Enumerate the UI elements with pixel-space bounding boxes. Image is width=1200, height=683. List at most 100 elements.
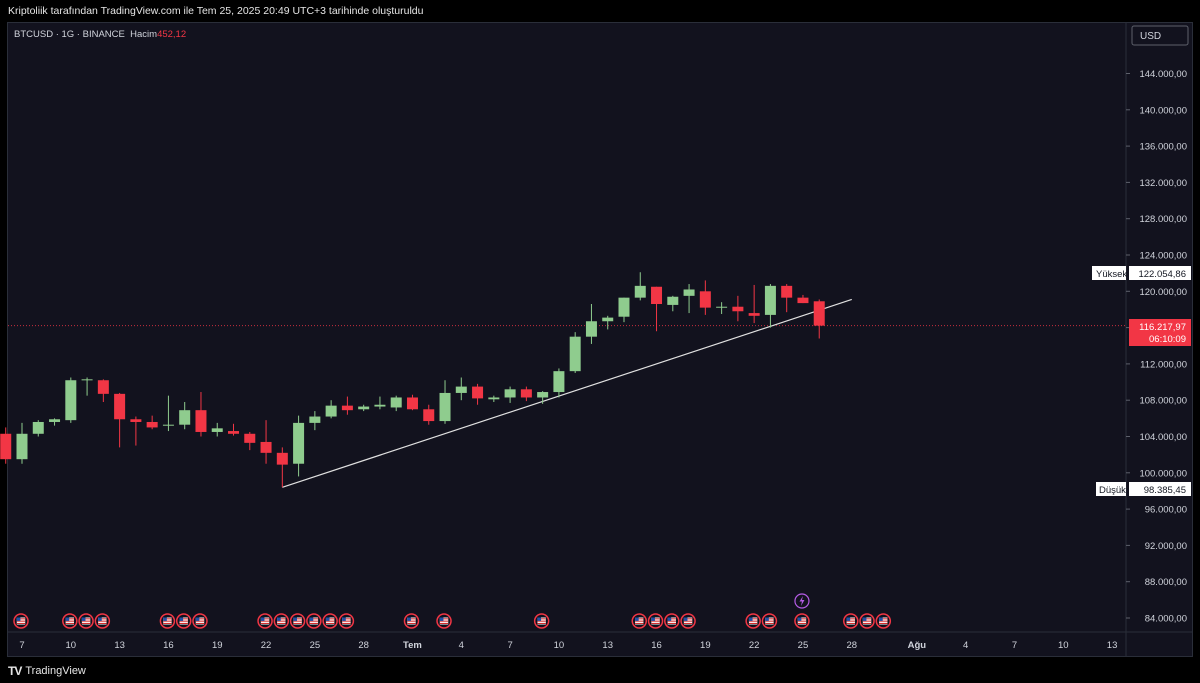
economic-event-icon[interactable] bbox=[338, 613, 355, 629]
economic-event-icon[interactable] bbox=[664, 613, 680, 629]
candle-body bbox=[537, 392, 549, 398]
candle-body bbox=[504, 389, 516, 398]
time-tick-label: 19 bbox=[212, 640, 223, 651]
high-marker: Yüksek 122.054,86 bbox=[1092, 266, 1191, 280]
flag-canton bbox=[683, 617, 688, 621]
flag-canton bbox=[748, 617, 753, 621]
candle bbox=[97, 379, 109, 403]
economic-event-icon[interactable] bbox=[273, 613, 290, 629]
flag-stripe bbox=[667, 620, 676, 622]
price-axis[interactable]: 144.000,00 140.000,00 136.000,00 132.000,00… bbox=[1126, 69, 1187, 625]
flag-stripe bbox=[325, 622, 335, 624]
economic-event-icon[interactable] bbox=[159, 613, 176, 629]
candle-body bbox=[49, 419, 61, 422]
candle bbox=[716, 302, 728, 314]
currency-box[interactable] bbox=[1131, 25, 1189, 46]
flag-canton bbox=[635, 617, 639, 621]
flag-canton bbox=[439, 617, 444, 621]
economic-event-icon[interactable] bbox=[761, 613, 778, 629]
economic-event-icon[interactable] bbox=[322, 613, 338, 629]
volume-label: Hacim bbox=[130, 29, 158, 40]
economic-event-icon[interactable] bbox=[859, 613, 875, 629]
economic-event-icon[interactable] bbox=[436, 613, 452, 629]
tradingview-logo[interactable]: TV TradingView bbox=[8, 664, 86, 678]
candle-body bbox=[32, 421, 44, 434]
economic-event-icon[interactable] bbox=[875, 613, 892, 629]
flag-stripe bbox=[537, 618, 546, 620]
economic-event-icon[interactable] bbox=[175, 613, 192, 629]
event-flags-group[interactable] bbox=[13, 593, 892, 629]
flag-stripe bbox=[879, 618, 888, 620]
price-tick-label: 92.000,00 bbox=[1145, 541, 1187, 552]
chart-frame[interactable] bbox=[7, 22, 1193, 657]
time-axis[interactable]: 7 10 13 16 19 22 25 28 Tem 4 7 10 13 16 19 22 25 28 Ağu 4 7 1… bbox=[19, 640, 1117, 651]
flag-canton bbox=[862, 617, 867, 621]
flag-canton bbox=[293, 617, 297, 621]
trendline bbox=[282, 298, 852, 488]
flag-stripe bbox=[65, 622, 75, 624]
candle-body bbox=[162, 424, 174, 426]
economic-event-icon[interactable] bbox=[631, 613, 648, 629]
economic-event-icon[interactable] bbox=[78, 613, 94, 629]
flag-stripe bbox=[293, 620, 302, 622]
economic-event-icon[interactable] bbox=[843, 613, 859, 629]
price-tick-label: 140.000,00 bbox=[1139, 105, 1187, 116]
flag-stripe bbox=[163, 622, 172, 624]
time-tick-label: 4 bbox=[963, 640, 968, 651]
flag-stripe bbox=[667, 618, 676, 620]
economic-event-icon[interactable] bbox=[745, 613, 761, 629]
candle-body bbox=[325, 405, 337, 417]
economic-event-icon[interactable] bbox=[306, 613, 322, 629]
trendline-group[interactable] bbox=[282, 298, 852, 488]
flag-canton bbox=[846, 617, 851, 621]
economic-event-icon[interactable] bbox=[289, 613, 306, 629]
candle-body bbox=[553, 371, 565, 393]
economic-event-icon[interactable] bbox=[62, 613, 78, 629]
candle bbox=[32, 420, 44, 437]
candle-body bbox=[618, 297, 630, 317]
economic-event-icon[interactable] bbox=[192, 613, 208, 629]
candle-body bbox=[146, 421, 158, 428]
flag-canton bbox=[163, 617, 167, 621]
economic-event-icon[interactable] bbox=[794, 613, 810, 629]
candle bbox=[764, 284, 776, 328]
economic-event-icon[interactable] bbox=[403, 613, 420, 629]
symbol-info: BTCUSD · 1G · BINANCE bbox=[14, 29, 125, 40]
economic-event-icon[interactable] bbox=[680, 613, 696, 629]
candle-body bbox=[764, 285, 776, 315]
flag-stripe bbox=[797, 622, 807, 624]
economic-event-icon[interactable] bbox=[533, 613, 550, 629]
candle bbox=[146, 415, 158, 430]
flag-stripe bbox=[342, 618, 351, 620]
candle-body bbox=[179, 410, 191, 425]
flag-stripe bbox=[862, 620, 872, 622]
time-tick-label: 16 bbox=[651, 640, 662, 651]
flag-stripe bbox=[846, 620, 855, 622]
time-tick-label: 28 bbox=[358, 640, 369, 651]
economic-event-icon[interactable] bbox=[13, 613, 29, 629]
candle bbox=[130, 416, 142, 446]
candle bbox=[423, 404, 435, 425]
flag-stripe bbox=[635, 620, 644, 622]
symbol-legend[interactable]: BTCUSD · 1G · BINANCE Hacim452,12 bbox=[14, 29, 186, 40]
candle-body bbox=[0, 433, 12, 460]
flag-stripe bbox=[537, 622, 546, 624]
economic-event-icon[interactable] bbox=[257, 613, 273, 629]
lightning-event-icon[interactable] bbox=[794, 593, 810, 609]
flag-stripe bbox=[16, 618, 26, 620]
candle-body bbox=[683, 289, 695, 296]
candle bbox=[732, 295, 744, 322]
low-value-box bbox=[1129, 482, 1191, 496]
time-tick-label: 28 bbox=[846, 640, 857, 651]
flag-canton bbox=[65, 617, 70, 621]
economic-event-icon[interactable] bbox=[94, 613, 111, 629]
flag-canton bbox=[797, 617, 802, 621]
flag-stripe bbox=[748, 618, 758, 620]
candle-body bbox=[228, 431, 240, 434]
candle bbox=[162, 395, 174, 432]
candle-body bbox=[81, 379, 93, 381]
flag-stripe bbox=[260, 622, 270, 624]
economic-event-icon[interactable] bbox=[647, 613, 664, 629]
flag-stripe bbox=[163, 618, 172, 620]
